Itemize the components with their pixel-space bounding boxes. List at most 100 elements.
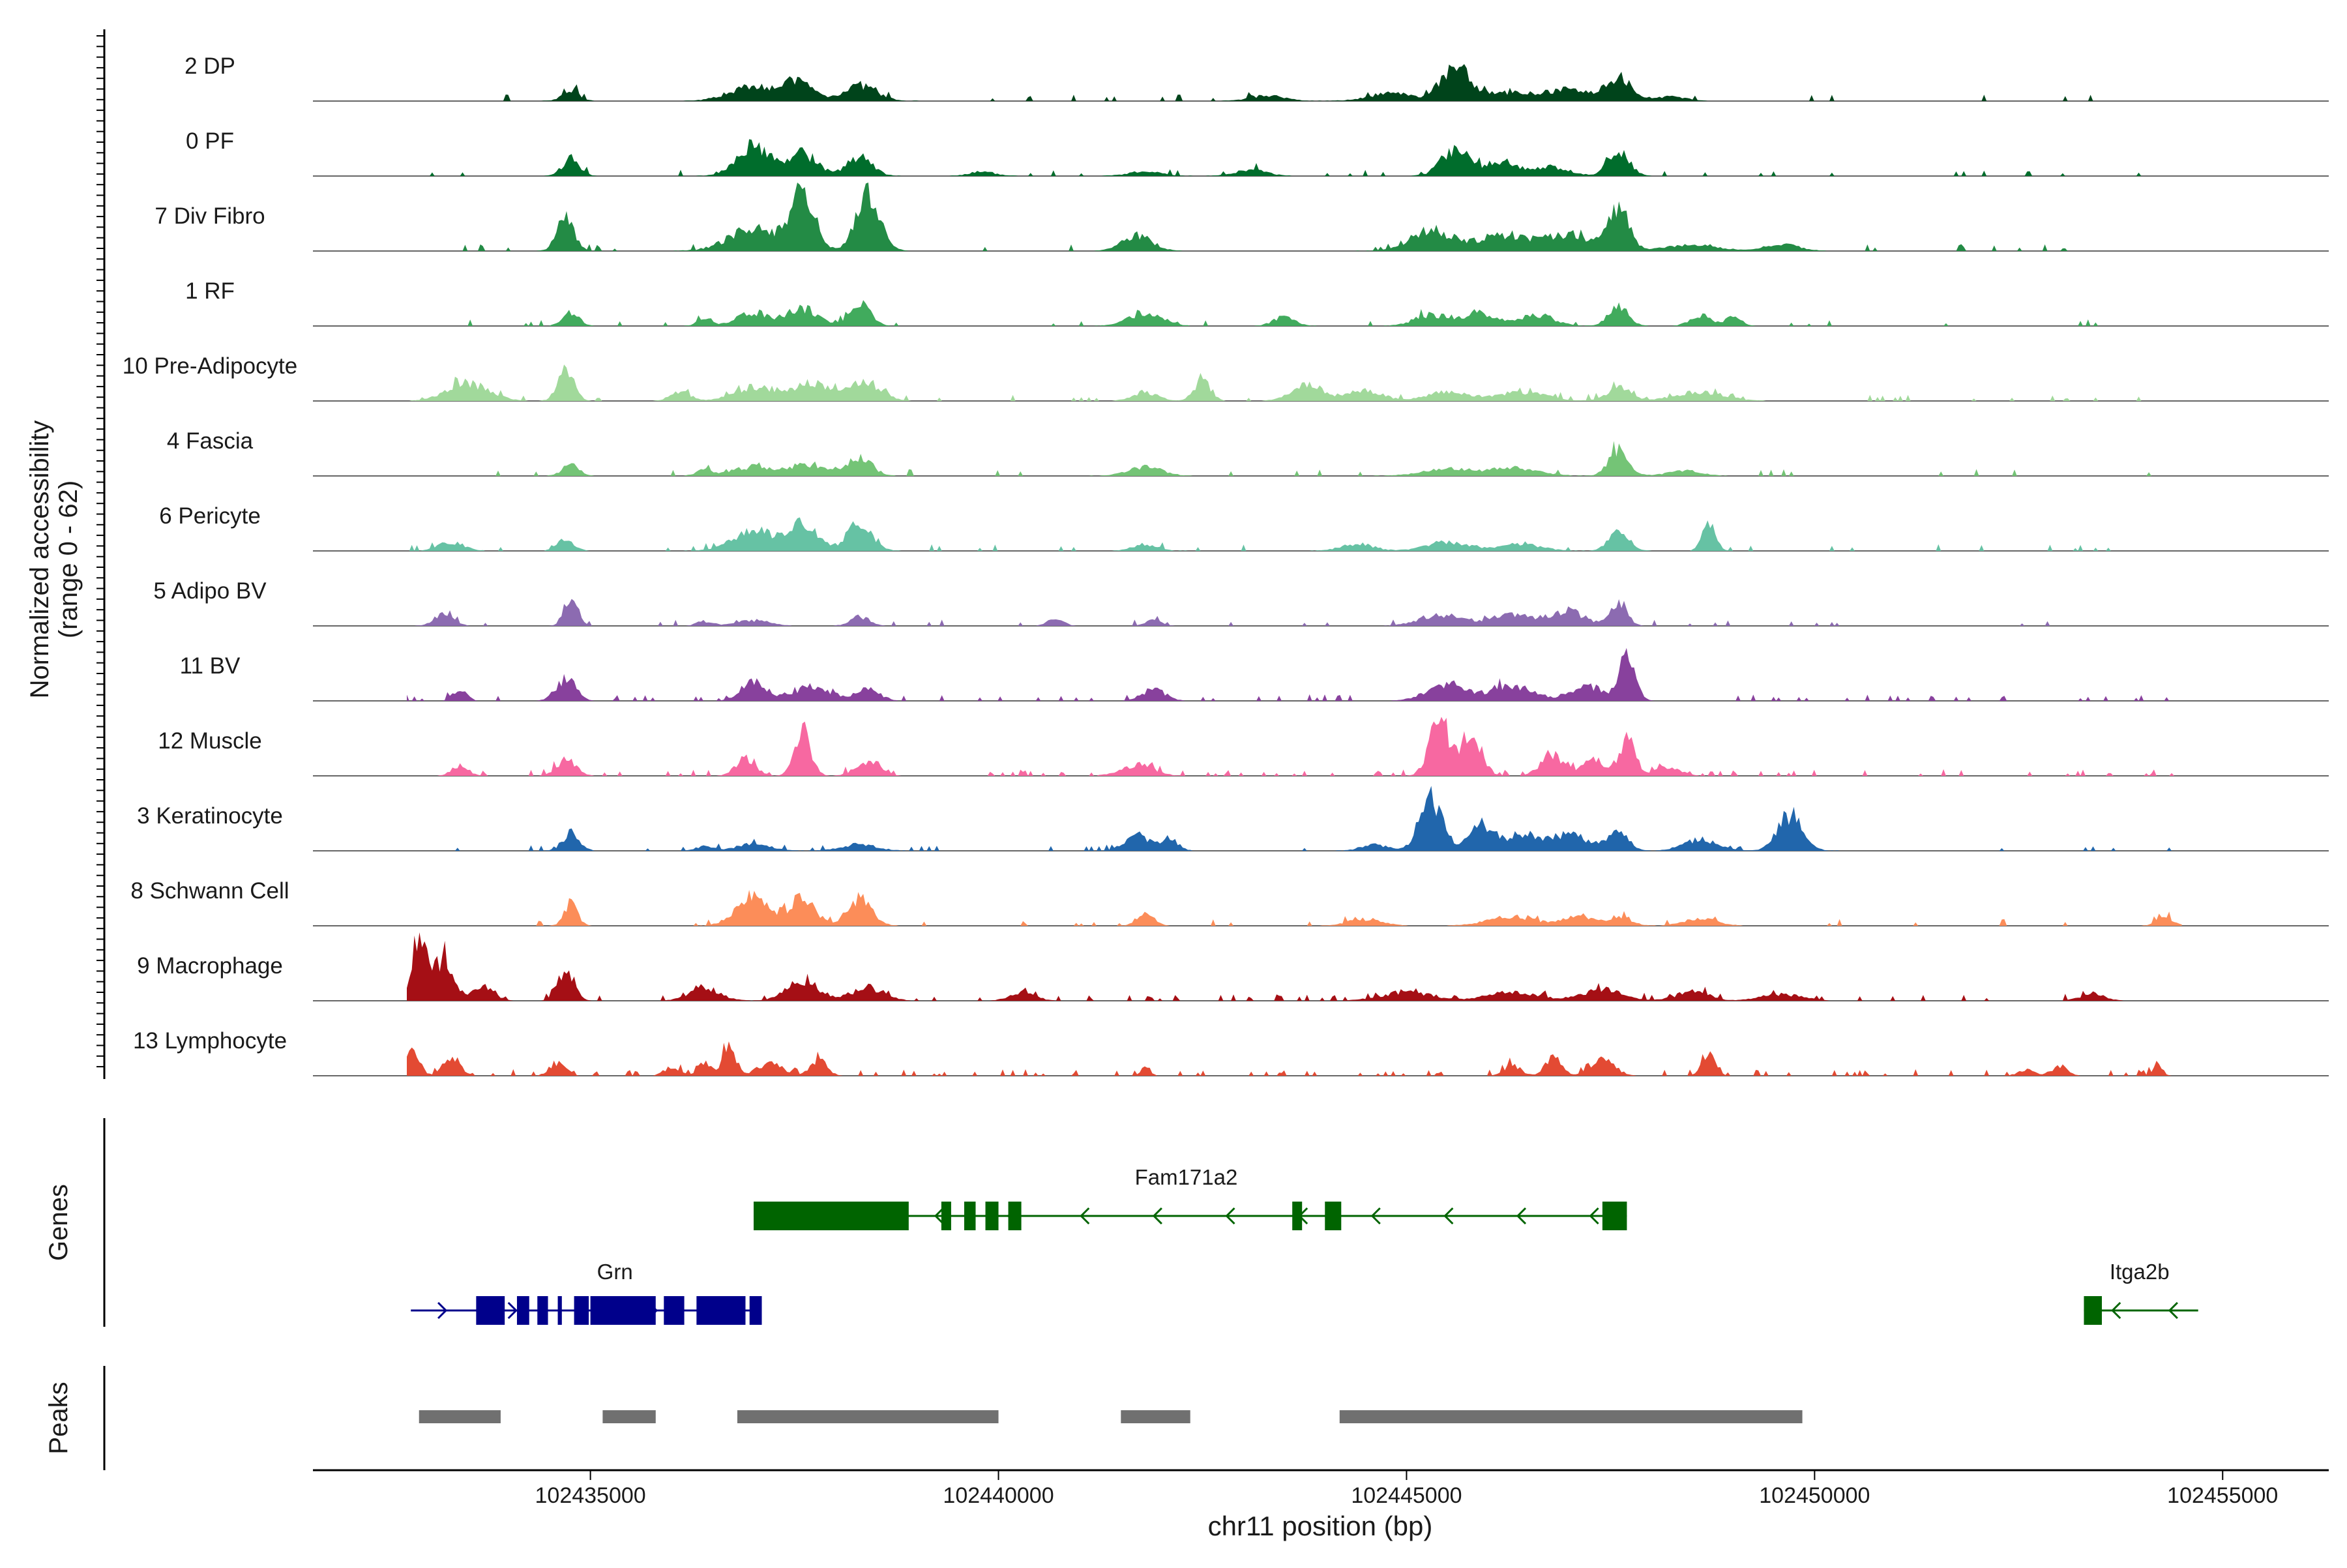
peak-regions bbox=[419, 1410, 1803, 1423]
coverage-area bbox=[407, 1041, 2182, 1076]
track-label: 10 Pre-Adipocyte bbox=[123, 353, 297, 379]
gene-exon bbox=[574, 1296, 589, 1325]
gene-exon bbox=[516, 1296, 529, 1325]
track-label: 13 Lymphocyte bbox=[133, 1028, 287, 1054]
gene-exon bbox=[664, 1296, 685, 1325]
gene-exon bbox=[537, 1296, 548, 1325]
track-13: 9 Macrophage bbox=[137, 932, 2329, 1001]
gene-exon bbox=[753, 1202, 909, 1230]
gene-exon bbox=[557, 1296, 562, 1325]
coverage-area bbox=[407, 717, 2182, 776]
strand-arrow bbox=[1225, 1207, 1235, 1225]
gene-exon bbox=[696, 1296, 746, 1325]
x-tick-label: 102440000 bbox=[943, 1483, 1054, 1508]
gene-fam171a2: Fam171a2 bbox=[753, 1165, 1627, 1230]
strand-arrow bbox=[1080, 1207, 1090, 1225]
coverage-area bbox=[407, 441, 2182, 476]
gene-exon bbox=[2084, 1296, 2102, 1325]
track-11: 3 Keratinocyte bbox=[137, 786, 2329, 851]
strand-arrow bbox=[1152, 1207, 1162, 1225]
track-label: 7 Div Fibro bbox=[155, 203, 265, 229]
strand-arrow bbox=[1589, 1207, 1599, 1225]
track-8: 5 Adipo BV bbox=[153, 578, 2329, 627]
x-axis-ticks: 102435000 102440000 102445000 102450000 1024… bbox=[535, 1470, 2278, 1508]
gene-name-label: Fam171a2 bbox=[1135, 1165, 1238, 1189]
track-label: 11 BV bbox=[180, 653, 241, 679]
track-2: 0 PF bbox=[186, 128, 2329, 177]
track-14: 13 Lymphocyte bbox=[133, 1028, 2329, 1076]
track-3: 7 Div Fibro bbox=[155, 183, 2329, 252]
track-label: 6 Pericyte bbox=[159, 503, 261, 529]
track-label: 1 RF bbox=[185, 278, 235, 304]
strand-arrow bbox=[507, 1301, 518, 1320]
track-label: 2 DP bbox=[185, 53, 235, 79]
track-9: 11 BV bbox=[180, 647, 2329, 702]
peak-bar bbox=[1339, 1410, 1803, 1423]
strand-arrow bbox=[934, 1207, 945, 1225]
gene-exon bbox=[590, 1296, 656, 1325]
strand-arrow bbox=[437, 1301, 448, 1320]
strand-arrow bbox=[1516, 1207, 1527, 1225]
peak-bar bbox=[737, 1410, 999, 1423]
gene-grn: Grn bbox=[411, 1260, 762, 1325]
coverage-area bbox=[407, 932, 2182, 1001]
coverage-area bbox=[407, 599, 2182, 626]
track-label: 3 Keratinocyte bbox=[137, 803, 283, 829]
y-axis-label-line1: Normalized accessibility bbox=[25, 421, 54, 699]
coverage-area bbox=[407, 647, 2182, 701]
gene-name-label: Grn bbox=[597, 1260, 633, 1284]
peak-bar bbox=[1121, 1410, 1190, 1423]
track-label: 12 Muscle bbox=[158, 728, 262, 754]
track-4: 1 RF bbox=[185, 278, 2329, 327]
track-7: 6 Pericyte bbox=[159, 503, 2329, 552]
gene-exon bbox=[964, 1202, 976, 1230]
gene-exon bbox=[1292, 1202, 1303, 1230]
track-5: 10 Pre-Adipocyte bbox=[123, 353, 2329, 402]
strand-arrow bbox=[1443, 1207, 1454, 1225]
coverage-area bbox=[407, 889, 2182, 926]
strand-arrow bbox=[2111, 1301, 2121, 1320]
x-tick-label: 102445000 bbox=[1351, 1483, 1462, 1508]
peaks-panel-label: Peaks bbox=[44, 1382, 73, 1454]
gene-exon bbox=[1008, 1202, 1022, 1230]
coverage-area bbox=[407, 364, 2182, 401]
gene-exon bbox=[941, 1202, 951, 1230]
peak-bar bbox=[419, 1410, 501, 1423]
coverage-area bbox=[407, 786, 2182, 851]
genes-panel-label: Genes bbox=[44, 1184, 73, 1261]
gene-exon bbox=[749, 1296, 762, 1325]
gene-exon bbox=[985, 1202, 999, 1230]
coverage-area bbox=[407, 64, 2182, 101]
track-10: 12 Muscle bbox=[158, 717, 2329, 777]
track-12: 8 Schwann Cell bbox=[130, 878, 2329, 926]
gene-exon bbox=[1602, 1202, 1627, 1230]
strand-arrow bbox=[2168, 1301, 2178, 1320]
coverage-area bbox=[407, 517, 2182, 551]
gene-itga2b: Itga2b bbox=[2084, 1260, 2198, 1325]
x-axis-label: chr11 position (bp) bbox=[1208, 1511, 1433, 1541]
coverage-area bbox=[407, 139, 2182, 176]
coverage-tracks: 2 DP 0 PF 7 Div Fibro 1 RF 10 Pre-Adipocyte 4… bbox=[123, 53, 2329, 1076]
x-tick-label: 102450000 bbox=[1759, 1483, 1870, 1508]
track-1: 2 DP bbox=[185, 53, 2329, 102]
gene-annotations: Fam171a2 Grn Itga2b bbox=[411, 1165, 2198, 1325]
track-label: 5 Adipo BV bbox=[153, 578, 267, 604]
y-axis-ticks bbox=[96, 35, 104, 1068]
coverage-area bbox=[407, 300, 2182, 326]
track-label: 9 Macrophage bbox=[137, 953, 283, 979]
y-axis-label-line2: (range 0 - 62) bbox=[54, 481, 83, 638]
x-tick-label: 102435000 bbox=[535, 1483, 646, 1508]
gene-name-label: Itga2b bbox=[2110, 1260, 2170, 1284]
track-label: 0 PF bbox=[186, 128, 234, 154]
track-6: 4 Fascia bbox=[167, 428, 2329, 477]
track-label: 4 Fascia bbox=[167, 428, 254, 454]
x-tick-label: 102455000 bbox=[2167, 1483, 2278, 1508]
track-label: 8 Schwann Cell bbox=[130, 878, 289, 904]
gene-exon bbox=[1325, 1202, 1342, 1230]
gene-exon bbox=[476, 1296, 505, 1325]
peak-bar bbox=[602, 1410, 656, 1423]
coverage-area bbox=[407, 183, 2182, 251]
strand-arrow bbox=[1370, 1207, 1381, 1225]
